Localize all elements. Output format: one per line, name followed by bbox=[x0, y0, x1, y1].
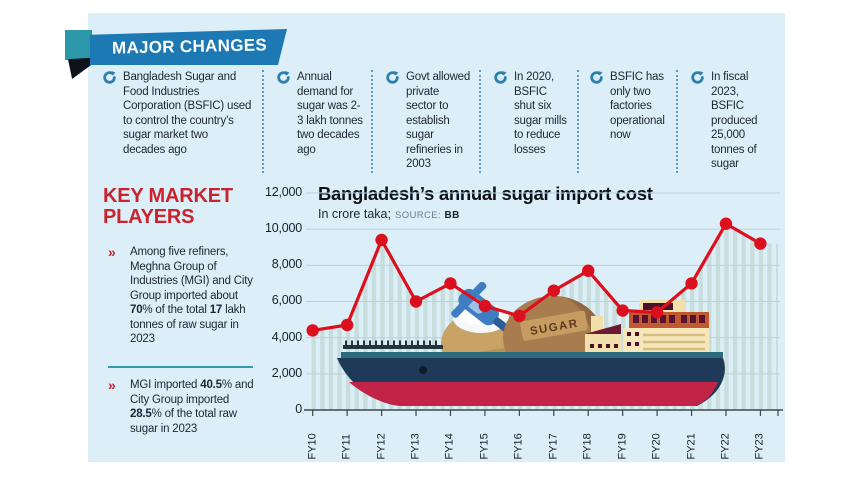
x-tick-label: FY17 bbox=[547, 433, 560, 460]
circular-arrow-icon bbox=[103, 71, 116, 84]
data-point-marker bbox=[754, 237, 767, 250]
major-change-text: Annual demand for sugar was 2-3 lakh ton… bbox=[297, 71, 363, 156]
data-point-marker bbox=[685, 277, 698, 290]
x-tick-label: FY23 bbox=[753, 433, 766, 460]
data-point-marker bbox=[340, 318, 354, 332]
x-tick-label: FY20 bbox=[650, 433, 663, 460]
column-divider bbox=[479, 70, 481, 173]
column-divider bbox=[371, 70, 373, 173]
major-changes-banner: MAJOR CHANGES bbox=[90, 29, 287, 65]
circular-arrow-icon bbox=[386, 71, 399, 84]
chart-title: Bangladesh’s annual sugar import cost bbox=[318, 183, 653, 204]
data-point-marker bbox=[409, 295, 423, 308]
data-point-marker bbox=[444, 277, 457, 290]
x-tick-label: FY12 bbox=[375, 433, 388, 460]
section-divider bbox=[108, 366, 253, 368]
import-cost-line bbox=[312, 222, 762, 333]
ship-railing bbox=[343, 340, 713, 360]
major-change-text: Govt allowed private sector to establish… bbox=[406, 71, 471, 170]
y-tick-label: 0 bbox=[295, 402, 302, 416]
x-tick-label: FY15 bbox=[478, 433, 491, 460]
cargo-ship-illustration: SUGAR SUGAR bbox=[337, 282, 725, 406]
data-point-marker bbox=[616, 304, 629, 317]
column-divider bbox=[577, 70, 579, 173]
banner-title: MAJOR CHANGES bbox=[112, 35, 268, 58]
source-value: BB bbox=[444, 210, 460, 221]
chart-subtitle: In crore taka; SOURCE: BB bbox=[318, 207, 460, 221]
double-chevron-icon: » bbox=[108, 377, 116, 393]
data-point-marker bbox=[719, 217, 733, 230]
x-tick-label: FY22 bbox=[719, 433, 732, 460]
data-point-marker bbox=[478, 299, 492, 313]
circular-arrow-icon bbox=[590, 71, 603, 84]
x-tick-label: FY10 bbox=[306, 433, 319, 460]
column-divider bbox=[262, 70, 264, 173]
chart-line-layer bbox=[306, 217, 767, 337]
ribbon-tab bbox=[65, 30, 92, 60]
x-tick-label: FY14 bbox=[443, 433, 456, 460]
major-change-item: In fiscal 2023, BSFIC produced 25,000 to… bbox=[691, 70, 769, 172]
x-tick-label: FY13 bbox=[409, 433, 422, 460]
circular-arrow-icon bbox=[277, 71, 290, 84]
y-tick-label: 2,000 bbox=[271, 365, 302, 380]
x-tick-label: FY16 bbox=[512, 433, 525, 460]
data-point-marker bbox=[306, 324, 319, 337]
y-tick-label: 10,000 bbox=[264, 221, 302, 236]
data-point-marker bbox=[650, 306, 664, 319]
double-chevron-icon: » bbox=[108, 244, 116, 260]
key-market-player-item: » MGI imported 40.5% and City Group impo… bbox=[108, 378, 254, 436]
major-change-item: Bangladesh Sugar and Food Industries Cor… bbox=[103, 70, 253, 157]
x-tick-label: FY18 bbox=[581, 433, 594, 460]
key-market-player-text: MGI imported 40.5% and City Group import… bbox=[130, 379, 254, 435]
major-change-item: In 2020, BSFIC shut six sugar mills to r… bbox=[494, 70, 570, 157]
y-tick-label: 6,000 bbox=[271, 293, 302, 308]
x-tick-label: FY11 bbox=[340, 434, 353, 460]
chart-unit-label: In crore taka; bbox=[318, 207, 391, 221]
data-point-marker bbox=[375, 233, 388, 247]
y-tick-label: 8,000 bbox=[271, 257, 302, 272]
key-market-player-text: Among five refiners, Meghna Group of Ind… bbox=[130, 246, 253, 345]
column-divider bbox=[676, 70, 678, 173]
x-tick-label: FY19 bbox=[616, 433, 629, 460]
major-change-text: In fiscal 2023, BSFIC produced 25,000 to… bbox=[711, 71, 758, 170]
data-point-marker bbox=[582, 264, 595, 277]
major-change-item: Annual demand for sugar was 2-3 lakh ton… bbox=[277, 70, 363, 157]
major-change-item: Govt allowed private sector to establish… bbox=[386, 70, 472, 172]
circular-arrow-icon bbox=[691, 71, 704, 84]
data-point-marker bbox=[547, 284, 560, 297]
x-tick-label: FY21 bbox=[685, 433, 698, 460]
major-change-text: BSFIC has only two factories operational… bbox=[610, 71, 665, 141]
source-label: SOURCE: bbox=[394, 210, 442, 221]
major-change-text: Bangladesh Sugar and Food Industries Cor… bbox=[123, 71, 252, 156]
key-market-player-item: » Among five refiners, Meghna Group of I… bbox=[108, 245, 254, 347]
major-change-item: BSFIC has only two factories operational… bbox=[590, 70, 670, 143]
data-point-marker bbox=[513, 309, 526, 323]
major-change-text: In 2020, BSFIC shut six sugar mills to r… bbox=[514, 71, 567, 156]
circular-arrow-icon bbox=[494, 71, 507, 84]
y-tick-label: 12,000 bbox=[264, 184, 302, 199]
ship-hull bbox=[337, 352, 725, 406]
y-tick-label: 4,000 bbox=[271, 329, 302, 344]
key-market-players-title: KEY MARKET PLAYERS bbox=[103, 185, 233, 228]
